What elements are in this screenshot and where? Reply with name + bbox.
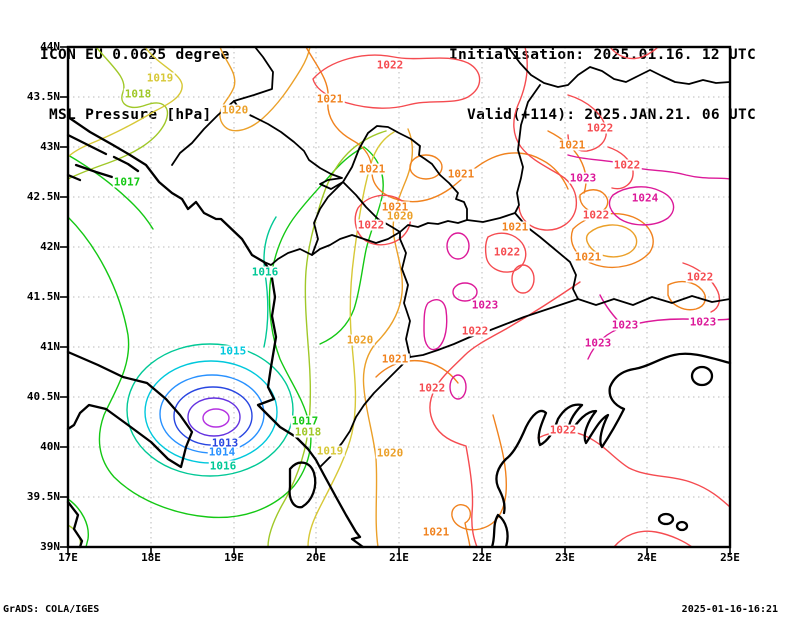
lat-tick-label: 39N xyxy=(40,540,60,553)
lat-tick-label: 41N xyxy=(40,340,60,353)
contour-label: 1017 xyxy=(112,175,142,189)
lat-tick-label: 39.5N xyxy=(26,490,60,503)
lat-axis: 44N 43.5N 43N 42.5N 42N 41.5N 41N 40.5N 40N 39.5N… xyxy=(14,41,64,553)
contour-label: 1021 xyxy=(380,352,410,366)
grid-lines xyxy=(68,47,730,547)
geography xyxy=(66,46,732,549)
lon-tick-label: 18E xyxy=(141,551,161,564)
contour-label: 1023 xyxy=(688,315,718,329)
map-frame xyxy=(66,45,732,549)
country-borders xyxy=(171,46,731,468)
lat-tick-label: 40N xyxy=(40,440,60,453)
contour-label: 1022 xyxy=(612,158,642,172)
lon-tick-label: 20E xyxy=(306,551,326,564)
coastline xyxy=(66,115,732,549)
axis-ticks xyxy=(60,46,731,555)
lat-tick-label: 43.5N xyxy=(26,90,60,103)
contour-label: 1024 xyxy=(630,191,660,205)
contour-label: 1015 xyxy=(218,344,248,358)
contour-label: 1018 xyxy=(123,87,153,101)
contour-label: 1021 xyxy=(357,162,387,176)
lat-tick-label: 40.5N xyxy=(26,390,60,403)
contour-label: 1019 xyxy=(145,71,175,85)
contour-label: 1022 xyxy=(685,270,715,284)
contour-label: 1022 xyxy=(417,381,447,395)
contour-label: 1020 xyxy=(345,333,375,347)
contour-label: 1022 xyxy=(356,218,386,232)
valid-time-label: Valid(+114): 2025.JAN.21. 06 UTC xyxy=(467,107,756,123)
footer-credit: GrADS: COLA/IGES xyxy=(3,604,100,615)
lon-tick-label: 25E xyxy=(720,551,740,564)
lon-tick-label: 22E xyxy=(472,551,492,564)
lon-tick-label: 17E xyxy=(58,551,78,564)
contour-label: 1021 xyxy=(315,92,345,106)
contour-label: 1023 xyxy=(610,318,640,332)
contour-label: 1022 xyxy=(460,324,490,338)
contour-label: 1022 xyxy=(585,121,615,135)
lon-axis: 17E 18E 19E 20E 21E 22E 23E 24E 25E xyxy=(58,551,740,566)
contour-label: 1014 xyxy=(207,445,237,459)
lat-tick-label: 42.5N xyxy=(26,190,60,203)
contour-label: 1022 xyxy=(492,245,522,259)
contour-label: 1023 xyxy=(470,298,500,312)
contour-label: 1020 xyxy=(385,209,415,223)
field-title: MSL Pressure [hPa] xyxy=(49,107,212,123)
contour-label: 1013 xyxy=(210,436,240,450)
lon-tick-label: 24E xyxy=(637,551,657,564)
header-right: Initialisation: 2025.01.16. 12 UTC Valid… xyxy=(449,5,756,165)
contour-label: 1021 xyxy=(557,138,587,152)
contour-label: 1023 xyxy=(583,336,613,350)
lon-tick-label: 23E xyxy=(555,551,575,564)
contour-label: 1022 xyxy=(375,58,405,72)
header-left: ICON EU 0.0625 degree MSL Pressure [hPa] xyxy=(40,5,230,165)
lon-tick-label: 19E xyxy=(224,551,244,564)
contour-label: 1022 xyxy=(548,423,578,437)
contour-label: 1021 xyxy=(500,220,530,234)
contour-label: 1016 xyxy=(208,459,238,473)
lat-tick-label: 41.5N xyxy=(26,290,60,303)
contour-label: 1021 xyxy=(421,525,451,539)
lat-tick-label: 44N xyxy=(40,40,60,53)
contour-label: 1021 xyxy=(446,167,476,181)
contour-label: 1019 xyxy=(315,444,345,458)
contour-label: 1022 xyxy=(581,208,611,222)
contour-label: 1021 xyxy=(573,250,603,264)
pressure-map: 1019 1018 1020 1022 1021 1021 1021 1021 1020 1022… xyxy=(60,45,732,555)
contour-label: 1020 xyxy=(375,446,405,460)
lon-tick-label: 21E xyxy=(389,551,409,564)
contour-label: 1016 xyxy=(250,265,280,279)
contour-label: 1021 xyxy=(380,200,410,214)
footer-timestamp: 2025-01-16-16:21 xyxy=(681,604,778,615)
lat-tick-label: 42N xyxy=(40,240,60,253)
contour-label: 1020 xyxy=(220,103,250,117)
model-title: ICON EU 0.0625 degree xyxy=(40,47,230,63)
map-canvas xyxy=(60,45,732,555)
lat-tick-label: 43N xyxy=(40,140,60,153)
contour-label: 1017 xyxy=(290,414,320,428)
contour-label: 1018 xyxy=(293,425,323,439)
init-time-label: Initialisation: 2025.01.16. 12 UTC xyxy=(448,47,756,63)
contour-label: 1023 xyxy=(568,171,598,185)
